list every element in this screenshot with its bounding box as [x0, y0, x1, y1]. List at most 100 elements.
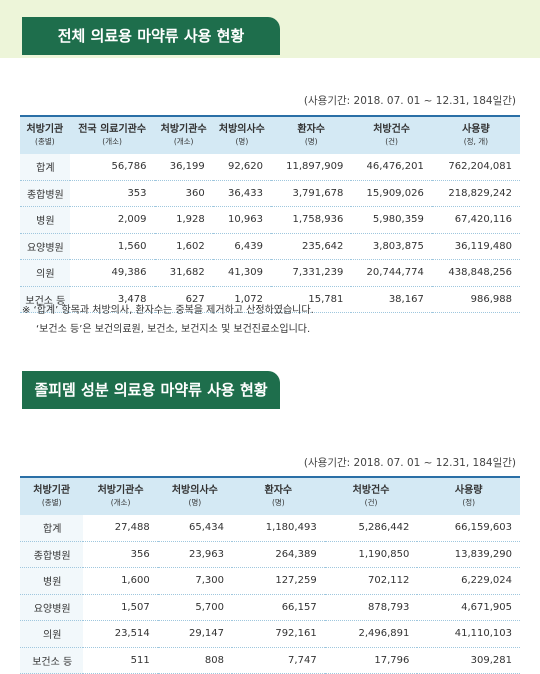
- table-row: 합계 56,786 36,199 92,620 11,897,909 46,476,201…: [20, 154, 520, 181]
- table-row: 요양병원 1,507 5,700 66,157 878,793 4,671,905: [20, 594, 520, 621]
- cell: 23,514: [83, 620, 158, 648]
- cell: 36,433: [212, 180, 271, 207]
- cell: 13,839,290: [417, 541, 520, 568]
- cell: 66,159,603: [417, 515, 520, 542]
- section-title: 졸피뎀 성분 의료용 마약류 사용 현황: [22, 371, 280, 409]
- cell: 36,199: [154, 154, 213, 181]
- cell: 3,478: [69, 286, 155, 313]
- column-header: 사용량 (정, 개): [431, 115, 520, 154]
- column-label: 처방기관수: [97, 484, 144, 496]
- cell: 7,300: [157, 567, 232, 595]
- cell: 438,848,256: [431, 259, 520, 287]
- table-row: 의원 49,386 31,682 41,309 7,331,239 20,744,774 4…: [20, 259, 520, 287]
- cell: 38,167: [351, 286, 432, 313]
- cell: 5,980,359: [351, 206, 432, 234]
- note: ‘보건소 등’은 보건의료원, 보건소, 보건지소 및 보건진료소입니다.: [36, 324, 311, 335]
- column-header: 환자수 (명): [271, 115, 352, 154]
- column-unit: (정, 개): [463, 136, 489, 146]
- cell: 41,110,103: [417, 620, 520, 648]
- cell: 627: [154, 286, 213, 313]
- cell: 1,507: [83, 594, 158, 621]
- row-label: 종합병원: [20, 180, 70, 207]
- cell: 41,309: [212, 259, 271, 287]
- cell: 792,161: [231, 620, 325, 648]
- cell: 6,229,024: [417, 567, 520, 595]
- cell: 92,620: [212, 154, 271, 181]
- column-header: 처방건수 (건): [351, 115, 432, 154]
- column-label: 전국 의료기관수: [78, 123, 147, 135]
- cell: 356: [83, 541, 158, 568]
- column-unit: (명): [235, 136, 249, 146]
- cell: 4,671,905: [417, 594, 520, 621]
- column-label: 처방건수: [373, 123, 411, 135]
- column-header: 처방기관수 (개소): [154, 115, 213, 154]
- cell: 986,988: [431, 286, 520, 313]
- column-label: 처방기관수: [160, 123, 207, 135]
- cell: 235,642: [271, 233, 352, 260]
- cell: 1,600: [83, 567, 158, 595]
- cell: 2,496,891: [324, 620, 418, 648]
- cell: 36,119,480: [431, 233, 520, 260]
- column-unit: (개소): [102, 136, 122, 146]
- cell: 56,786: [69, 154, 155, 181]
- cell: 1,928: [154, 206, 213, 234]
- cell: 20,744,774: [351, 259, 432, 287]
- table-row: 병원 2,009 1,928 10,963 1,758,936 5,980,359 67,4…: [20, 206, 520, 234]
- cell: 218,829,242: [431, 180, 520, 207]
- table-row: 종합병원 353 360 36,433 3,791,678 15,909,026 218,8…: [20, 180, 520, 207]
- cell: 17,796: [324, 647, 418, 674]
- cell: 808: [157, 647, 232, 674]
- cell: 3,791,678: [271, 180, 352, 207]
- cell: 10,963: [212, 206, 271, 234]
- column-label: 환자수: [264, 484, 293, 496]
- cell: 5,286,442: [324, 515, 418, 542]
- column-header: 환자수 (명): [231, 476, 325, 515]
- table-row: 보건소 등 3,478 627 1,072 15,781 38,167 986,988: [20, 286, 520, 313]
- table-row: 보건소 등 511 808 7,747 17,796 309,281: [20, 647, 520, 674]
- section-title: 전체 의료용 마약류 사용 현황: [22, 17, 280, 55]
- cell: 702,112: [324, 567, 418, 595]
- column-unit: (명): [188, 497, 202, 507]
- cell: 1,758,936: [271, 206, 352, 234]
- cell: 1,560: [69, 233, 155, 260]
- column-label: 처방건수: [352, 484, 390, 496]
- header-row: 처방기관 (종별) 처방기관수 (개소) 처방의사수 (명) 환자수 (명) 처방건수 (건) 사용…: [20, 476, 520, 515]
- row-label: 보건소 등: [20, 286, 70, 313]
- cell: 15,909,026: [351, 180, 432, 207]
- table-row: 합계 27,488 65,434 1,180,493 5,286,442 66,159,6…: [20, 515, 520, 542]
- column-unit: (개소): [110, 497, 131, 507]
- cell: 127,259: [231, 567, 325, 595]
- column-label: 사용량: [454, 484, 483, 496]
- table-row: 병원 1,600 7,300 127,259 702,112 6,229,024: [20, 567, 520, 595]
- column-label: 처방의사수: [218, 123, 265, 135]
- row-label: 보건소 등: [20, 647, 84, 674]
- table-row: 요양병원 1,560 1,602 6,439 235,642 3,803,875 36,11…: [20, 233, 520, 260]
- column-header: 처방기관 (종별): [20, 476, 84, 515]
- table-row: 의원 23,514 29,147 792,161 2,496,891 41,110,103: [20, 620, 520, 648]
- cell: 46,476,201: [351, 154, 432, 181]
- row-label: 요양병원: [20, 594, 84, 621]
- cell: 1,072: [212, 286, 271, 313]
- cell: 23,963: [157, 541, 232, 568]
- column-header: 처방기관수 (개소): [83, 476, 158, 515]
- column-header: 처방건수 (건): [324, 476, 418, 515]
- column-label: 사용량: [462, 123, 490, 135]
- column-label: 처방의사수: [171, 484, 218, 496]
- cell: 511: [83, 647, 158, 674]
- cell: 762,204,081: [431, 154, 520, 181]
- column-header: 처방의사수 (명): [212, 115, 271, 154]
- column-unit: (정): [462, 497, 476, 507]
- data-table: 처방기관 (종별) 처방기관수 (개소) 처방의사수 (명) 환자수 (명) 처방건수 (건) 사용…: [20, 476, 520, 674]
- cell: 1,602: [154, 233, 213, 260]
- cell: 11,897,909: [271, 154, 352, 181]
- row-label: 종합병원: [20, 541, 84, 568]
- cell: 31,682: [154, 259, 213, 287]
- cell: 3,803,875: [351, 233, 432, 260]
- column-unit: (건): [364, 497, 378, 507]
- header-row: 처방기관 (종별) 전국 의료기관수 (개소) 처방기관수 (개소) 처방의사수 (명) 환자수…: [20, 115, 520, 154]
- cell: 7,331,239: [271, 259, 352, 287]
- column-header: 사용량 (정): [417, 476, 520, 515]
- column-label: 처방기관: [33, 484, 71, 496]
- cell: 264,389: [231, 541, 325, 568]
